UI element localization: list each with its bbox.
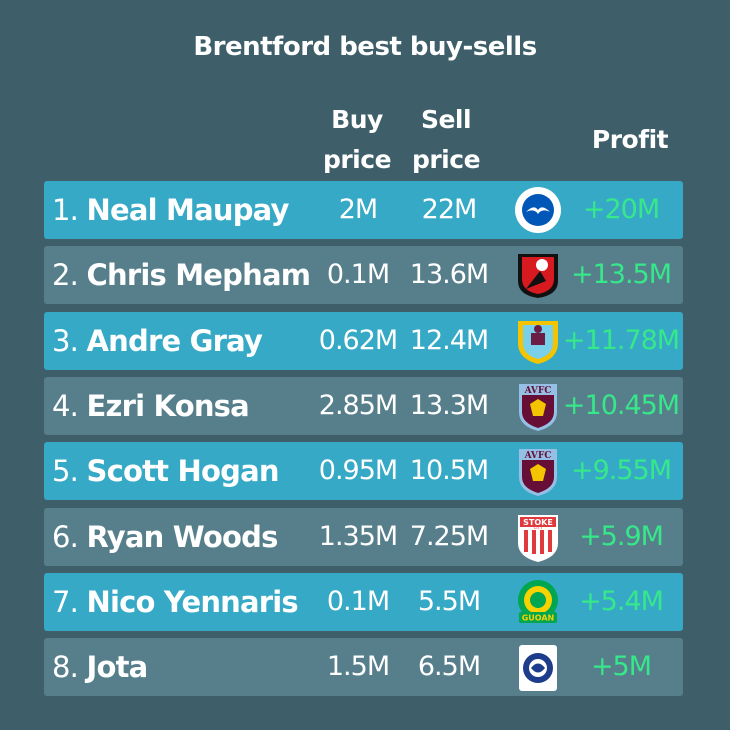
player-name: 8. Jota (52, 638, 149, 696)
player-rank: 4. (52, 388, 79, 423)
table-row: 7. Nico Yennaris 0.1M 5.5M GUOAN +5.4M (44, 572, 683, 631)
buy-price: 2M (338, 194, 378, 225)
player-label: Nico Yennaris (86, 584, 299, 619)
profit-value: +5.9M (579, 520, 664, 552)
buy-price: 0.62M (318, 324, 398, 356)
player-name: 7. Nico Yennaris (52, 573, 299, 631)
profit-value: +11.78M (562, 324, 680, 356)
table-row: 6. Ryan Woods 1.35M 7.25M STOKE CITY +5.9M (44, 507, 683, 566)
player-name: 6. Ryan Woods (52, 508, 278, 566)
player-rank: 2. (52, 258, 79, 293)
sell-header-line2: price (411, 145, 481, 174)
buy-price: 1.35M (318, 520, 398, 552)
player-name: 2. Chris Mepham (52, 246, 311, 304)
table-row: 1. Neal Maupay 2M 22M +20M (44, 181, 683, 239)
player-label: Neal Maupay (86, 193, 290, 227)
table-row: 5. Scott Hogan 0.95M 10.5M AVFC +9.55M (44, 442, 683, 501)
sell-price-header: Sell price (398, 100, 494, 180)
player-label: Scott Hogan (86, 454, 280, 489)
svg-text:AVFC: AVFC (524, 386, 552, 396)
player-label: Jota (86, 650, 149, 685)
player-rank: 1. (52, 193, 79, 227)
buy-price: 0.1M (326, 259, 390, 291)
svg-text:CITY: CITY (534, 525, 543, 530)
sell-price: 13.6M (409, 259, 489, 291)
birmingham-city-crest-icon (510, 643, 566, 692)
beijing-guoan-crest-icon: GUOAN (510, 578, 566, 626)
player-label: Chris Mepham (86, 258, 311, 293)
player-rank: 3. (52, 323, 79, 358)
profit-value: +20M (582, 194, 660, 225)
brighton-crest-icon (510, 186, 566, 234)
player-name: 1. Neal Maupay (52, 181, 289, 239)
player-label: Ezri Konsa (86, 388, 250, 423)
sell-price: 13.3M (409, 389, 489, 421)
table-row: 2. Chris Mepham 0.1M 13.6M +13.5M (44, 246, 683, 305)
player-rank: 5. (52, 454, 79, 489)
buy-header-line1: Buy (331, 105, 383, 134)
table-row: 3. Andre Gray 0.62M 12.4M +11.78M (44, 311, 683, 370)
stoke-city-crest-icon: STOKE CITY (510, 513, 566, 562)
player-label: Andre Gray (86, 323, 263, 358)
buy-price: 1.5M (326, 651, 390, 683)
profit-value: +9.55M (570, 455, 672, 487)
aston-villa-crest-icon: AVFC (510, 382, 566, 431)
player-label: Ryan Woods (86, 519, 279, 554)
profit-value: +5.4M (579, 585, 664, 617)
buy-price-header: Buy price (312, 100, 402, 180)
player-rank: 7. (52, 584, 79, 619)
buy-price: 0.95M (318, 455, 398, 487)
sell-price: 6.5M (417, 651, 481, 683)
sell-price: 5.5M (417, 585, 481, 617)
chart-title: Brentford best buy-sells (193, 32, 537, 62)
aston-villa-crest-icon: AVFC (510, 447, 566, 497)
profit-value: +13.5M (570, 259, 672, 291)
svg-text:STOKE: STOKE (523, 518, 553, 527)
bournemouth-crest-icon (510, 251, 566, 299)
buy-header-line2: price (322, 145, 392, 174)
profit-value: +10.45M (562, 389, 680, 421)
player-rank: 8. (52, 650, 79, 685)
sell-price: 10.5M (409, 455, 489, 487)
sell-price: 12.4M (409, 324, 489, 356)
profit-value: +5M (590, 651, 652, 683)
profit-header: Profit (591, 125, 669, 154)
player-name: 3. Andre Gray (52, 312, 263, 370)
sell-price: 7.25M (409, 520, 489, 552)
table-row: 8. Jota 1.5M 6.5M +5M (44, 638, 683, 697)
player-name: 5. Scott Hogan (52, 442, 280, 500)
svg-text:GUOAN: GUOAN (522, 613, 555, 622)
sell-header-line1: Sell (420, 105, 472, 134)
player-rank: 6. (52, 519, 79, 554)
player-name: 4. Ezri Konsa (52, 377, 250, 435)
table-row: 4. Ezri Konsa 2.85M 13.3M AVFC +10.45M (44, 376, 683, 435)
buy-price: 2.85M (318, 389, 398, 421)
burnley-crest-icon (510, 317, 566, 365)
buy-price: 0.1M (326, 585, 390, 617)
sell-price: 22M (421, 194, 478, 225)
svg-text:AVFC: AVFC (524, 451, 552, 461)
